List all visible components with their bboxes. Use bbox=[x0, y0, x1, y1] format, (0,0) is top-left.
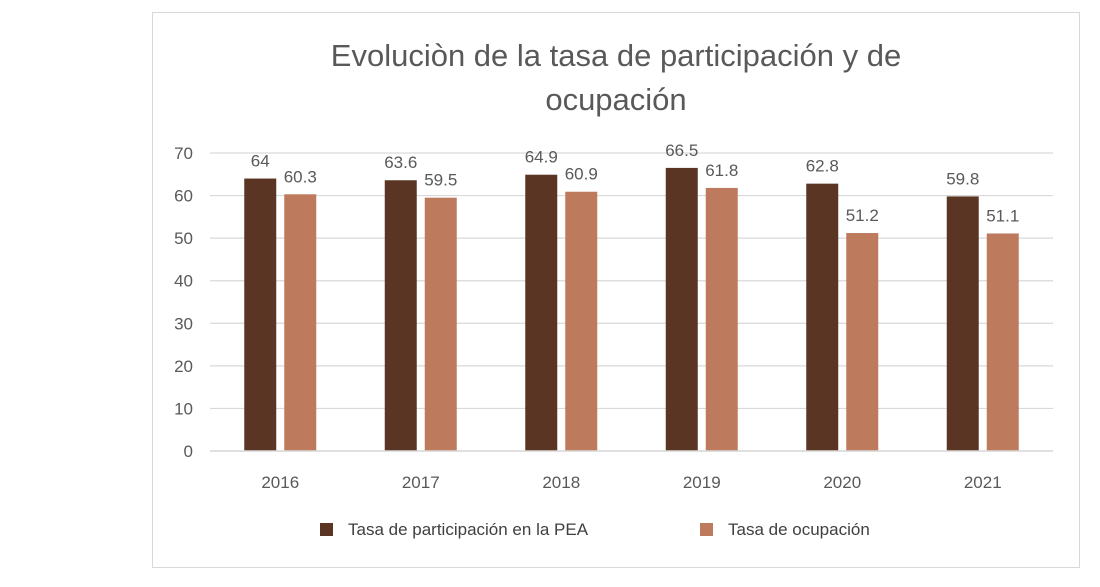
bar-participacion bbox=[665, 167, 698, 451]
bar-ocupacion bbox=[284, 194, 317, 451]
y-tick-label: 10 bbox=[174, 399, 193, 418]
bar-participacion bbox=[946, 196, 979, 451]
legend-label: Tasa de participación en la PEA bbox=[348, 520, 589, 539]
data-label: 60.3 bbox=[284, 167, 317, 186]
bar-ocupacion bbox=[846, 233, 879, 451]
bar-ocupacion bbox=[986, 233, 1019, 451]
x-tick-label: 2017 bbox=[402, 473, 440, 492]
chart-title-line-1: Evoluciòn de la tasa de participación y … bbox=[330, 38, 902, 73]
data-label: 62.8 bbox=[806, 157, 839, 176]
legend-swatch bbox=[700, 523, 713, 536]
bar-participacion bbox=[525, 174, 558, 451]
bar-participacion bbox=[384, 180, 417, 451]
x-tick-label: 2018 bbox=[542, 473, 580, 492]
y-tick-label: 40 bbox=[174, 272, 193, 291]
data-label: 63.6 bbox=[384, 153, 417, 172]
data-label: 60.9 bbox=[565, 165, 598, 184]
y-tick-label: 30 bbox=[174, 314, 193, 333]
data-label: 51.2 bbox=[846, 206, 879, 225]
x-tick-label: 2020 bbox=[823, 473, 861, 492]
legend-label: Tasa de ocupación bbox=[728, 520, 870, 539]
legend-swatch bbox=[320, 523, 333, 536]
y-tick-label: 50 bbox=[174, 229, 193, 248]
y-tick-label: 0 bbox=[184, 442, 193, 461]
y-tick-label: 60 bbox=[174, 187, 193, 206]
data-label: 51.1 bbox=[986, 206, 1019, 225]
chart-title-line-2: ocupación bbox=[545, 82, 687, 117]
data-label: 59.8 bbox=[946, 169, 979, 188]
data-label: 64 bbox=[251, 152, 270, 171]
bar-ocupacion bbox=[424, 197, 457, 451]
data-label: 64.9 bbox=[525, 148, 558, 167]
y-tick-label: 20 bbox=[174, 357, 193, 376]
y-tick-label: 70 bbox=[174, 144, 193, 163]
data-label: 61.8 bbox=[705, 161, 738, 180]
bar-ocupacion bbox=[705, 187, 738, 451]
data-label: 59.5 bbox=[424, 171, 457, 190]
chart-title: Evoluciòn de la tasa de participación y … bbox=[152, 34, 1080, 122]
bar-participacion bbox=[244, 178, 277, 452]
bar-participacion bbox=[806, 183, 839, 451]
x-tick-label: 2019 bbox=[683, 473, 721, 492]
x-tick-label: 2016 bbox=[261, 473, 299, 492]
bar-ocupacion bbox=[565, 191, 598, 452]
x-tick-label: 2021 bbox=[964, 473, 1002, 492]
data-label: 66.5 bbox=[665, 141, 698, 160]
